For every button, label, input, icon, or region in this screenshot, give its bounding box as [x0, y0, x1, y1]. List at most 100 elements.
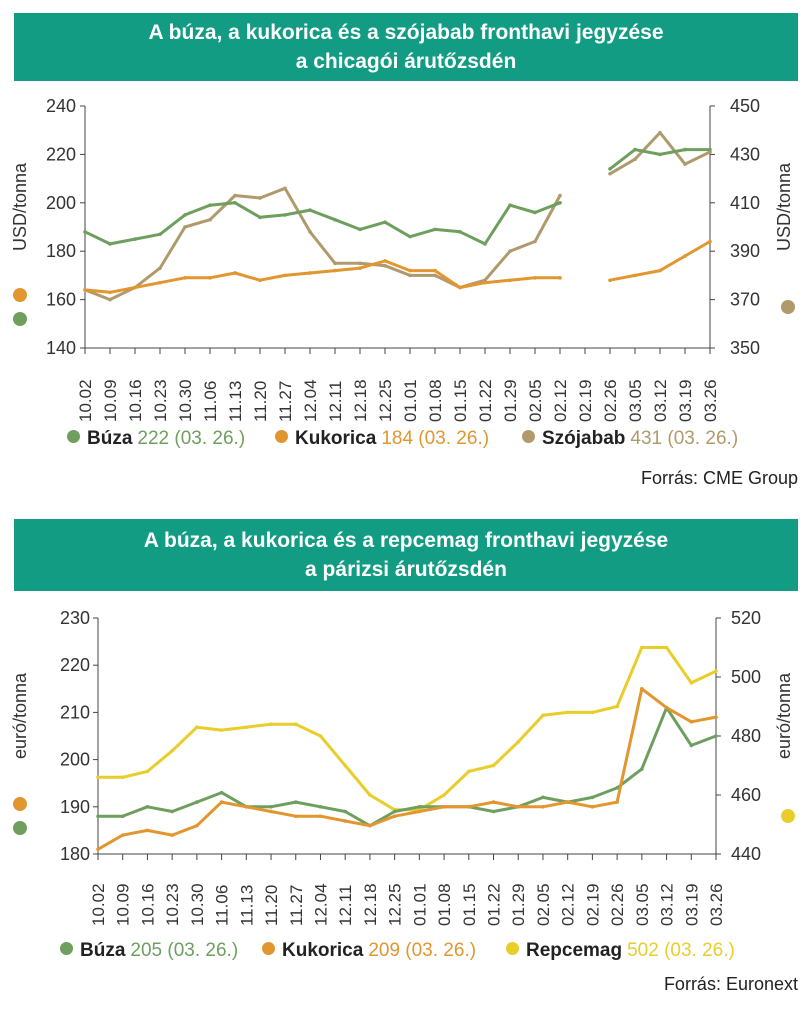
chart2-x-tick-label: 03.12: [658, 883, 677, 926]
chart2-series-buza-point: [491, 809, 496, 814]
chart1-x-tick-label: 01.22: [476, 379, 495, 422]
chart2-legend-name-buza: Búza: [80, 940, 126, 961]
chart1-series-buza-point: [483, 242, 487, 246]
chart2-y-right-tick-label: 480: [731, 726, 761, 746]
chart1-y-right-tick-label: 390: [730, 241, 760, 261]
chart1-series-szojabab-point: [208, 217, 212, 222]
chart2-x-tick-label: 12.18: [361, 883, 380, 926]
chart2-series-repcemag-point: [96, 775, 100, 780]
chart1-y-left-label-dot: [13, 288, 27, 302]
chart1-series-kukorica-point: [483, 280, 487, 285]
chart1-y-right-label: USD/tonna: [774, 162, 794, 251]
chart1-y-left-tick-label: 160: [46, 290, 76, 310]
chart2-x-tick-label: 10.30: [188, 883, 207, 926]
chart2-title-line1: A búza, a kukorica és a repcemag frontha…: [143, 529, 669, 552]
chart1-series-buza-point: [708, 147, 712, 152]
chart1-series-buza-point: [683, 147, 687, 152]
chart2-series-repcemag-point: [293, 722, 298, 726]
chart1-x-tick-label: 12.11: [326, 381, 345, 422]
chart1-series-buza-point: [533, 210, 537, 215]
chart1-series-buza-point: [558, 201, 562, 205]
chart2-series-repcemag-point: [640, 645, 644, 650]
chart1-series-kukorica-point: [83, 288, 87, 292]
chart2-plot: 180 190 200 210 220 230 440 460 480 500 520 10.02 10…: [10, 608, 795, 926]
chart1-plot: 140 160 180 200 220 240 350 370 390 410 430 450 10.0…: [10, 96, 795, 422]
chart2-y-right-label-dot: [781, 809, 795, 823]
chart1-series-szojabab-point: [658, 130, 662, 135]
chart2-series-repcemag-point: [714, 669, 718, 673]
chart1-series-szojabab-point: [333, 261, 337, 266]
chart1-x-tick-label: 11.27: [276, 381, 295, 422]
chart1-series-kukorica-point: [608, 278, 612, 283]
chart2-legend-item-kukorica: Kukorica 209 (03. 26.): [262, 940, 476, 962]
chart1-series-szojabab-point: [358, 261, 362, 266]
chart2-legend-value-buza: 205 (03. 26.): [130, 940, 239, 961]
chart2-series-buza-point: [343, 809, 348, 814]
chart1-legend-value-szojabab: 431 (03. 26.): [630, 428, 739, 449]
chart1-series-kukorica-point: [258, 278, 262, 283]
chart1-series-buza-point: [108, 242, 112, 246]
chart2-series-repcemag-point: [219, 728, 224, 732]
chart2-x-tick-label: 12.25: [386, 883, 405, 926]
chart2-series-buza-point: [640, 767, 644, 771]
chart1-series-kukorica-line: [83, 240, 712, 294]
chart1-series-szojabab-point: [683, 162, 687, 166]
chart2-series-repcemag-point: [269, 722, 273, 726]
chart2-series-repcemag-point: [368, 793, 372, 797]
chart1-legend-value-kukorica: 184 (03. 26.): [381, 428, 490, 449]
chart1-series-szojabab-point: [533, 239, 537, 244]
chart2-series-repcemag-point: [244, 725, 249, 729]
chart2-x-tick-label: 12.04: [311, 883, 330, 926]
chart2-series-kukorica-point: [442, 805, 446, 809]
chart1-series-kukorica-point: [308, 271, 312, 275]
chart1-series-buza-point: [383, 220, 387, 224]
chart1-series-buza-point: [308, 208, 312, 212]
chart2-series-repcemag-point: [689, 681, 694, 685]
chart2-x-tick-label: 11.13: [237, 885, 256, 926]
chart2-series-buza-point: [590, 795, 595, 800]
chart1-x-tick-label: 10.09: [101, 379, 120, 422]
chart2-series-repcemag-point: [195, 725, 199, 729]
chart2-series-buza-point: [318, 805, 323, 809]
chart2-series-repcemag-line: [96, 646, 718, 812]
chart2-y-right-tick-label: 460: [731, 785, 761, 805]
chart1-x-tick-label: 11.13: [226, 381, 245, 422]
chart1-series-kukorica-point: [533, 276, 537, 280]
chart2-legend-name-repcemag: Repcemag: [526, 940, 623, 961]
chart1-legend-dot-szojabab: [522, 430, 535, 444]
chart2-y-left-tick-label: 220: [60, 655, 90, 675]
chart1-series-szojabab-point: [633, 157, 637, 162]
chart2-series-kukorica-point: [516, 805, 521, 809]
chart1-series-kukorica-point: [158, 280, 162, 285]
chart1-x-tick-label: 12.04: [301, 379, 320, 422]
chart1-series-szojabab-point: [558, 193, 562, 198]
chart2-x-tick-label: 02.05: [534, 883, 553, 926]
chart1-series-buza-point: [133, 237, 137, 241]
chart2-legend-name-kukorica: Kukorica: [282, 940, 364, 961]
chart1-series-szojabab-point: [283, 186, 287, 191]
chart1-x-tick-label: 03.26: [701, 379, 720, 422]
chart2-legend-value-kukorica: 209 (03. 26.): [368, 940, 477, 961]
chart1-series-kukorica-point: [133, 285, 137, 290]
chart1-series-buza-point: [433, 227, 437, 232]
chart1-series-kukorica-point: [108, 290, 112, 295]
chart1-series-kukorica-point: [408, 268, 412, 273]
chart1-y-left-tick-label: 240: [46, 96, 76, 116]
chart1-series-buza-point: [333, 217, 337, 222]
chart2-x-tick-label: 10.09: [114, 883, 133, 926]
chart1-x-tick-label: 02.26: [601, 379, 620, 422]
chart1-legend-name-buza: Búza: [87, 428, 133, 449]
chart1-series-buza-point: [158, 232, 162, 237]
chart2-series-buza-point: [714, 734, 718, 738]
chart1-series-kukorica-point: [708, 239, 712, 244]
chart1-y-right-tick-label: 430: [730, 144, 760, 164]
chart1-source: Forrás: CME Group: [640, 468, 798, 488]
chart2-y-right-tick-label: 520: [731, 608, 761, 628]
chart2-series-kukorica-point: [417, 809, 422, 814]
chart2-series-kukorica-point: [714, 715, 718, 719]
chart2-y-left-tick-label: 190: [60, 797, 90, 817]
chart1-x-tick-label: 03.05: [626, 379, 645, 422]
chart2-x-tick-label: 03.05: [633, 883, 652, 926]
chart1-series-szojabab-point: [158, 266, 162, 270]
chart1-series-szojabab-point: [108, 297, 112, 302]
